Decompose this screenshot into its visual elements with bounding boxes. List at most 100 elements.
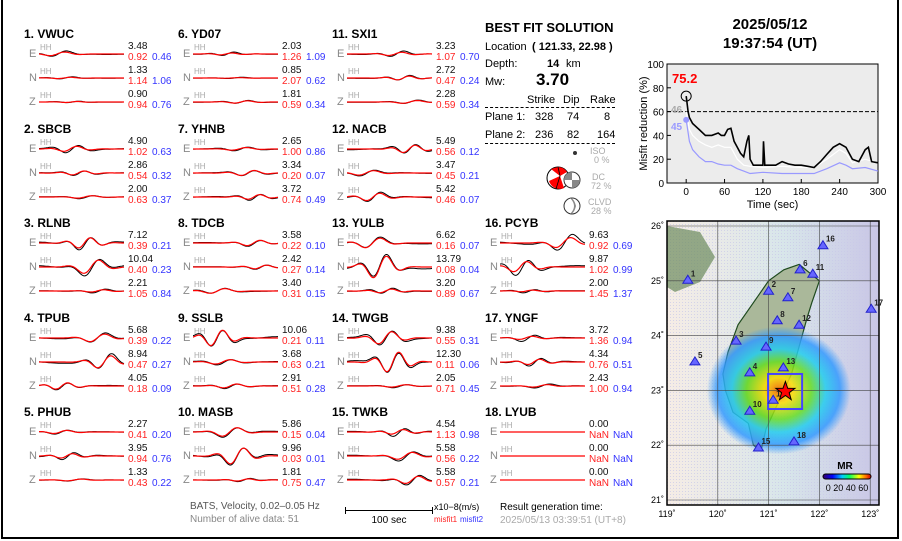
- max-amplitude: 1.81: [282, 467, 302, 478]
- max-amplitude: 6.62: [436, 230, 456, 241]
- misfit2-value: 0.98: [460, 430, 480, 441]
- series-line: [685, 111, 879, 169]
- component-label: N: [29, 261, 37, 273]
- max-amplitude: 3.40: [282, 278, 302, 289]
- channel-tag: HH: [194, 232, 206, 241]
- station-title: 7. YHNB: [178, 121, 226, 136]
- table-divider: [485, 107, 615, 108]
- station-number: 18: [797, 431, 806, 440]
- waveform-trace: [347, 474, 433, 486]
- station-title: 5. PHUB: [24, 405, 72, 419]
- y-tick-label: 80: [653, 84, 665, 95]
- waveform-trace: [347, 169, 433, 176]
- misfit2-value: NaN: [613, 478, 634, 489]
- lat-tick-label: 25˚: [651, 276, 664, 286]
- misfit1-value: 0.27: [282, 265, 302, 276]
- x-tick-label: 0: [683, 187, 689, 198]
- lon-tick-label: 122˚: [810, 509, 828, 519]
- channel-tag: HH: [40, 67, 52, 76]
- misfit2-value: 0.94: [613, 383, 633, 395]
- max-amplitude: 2.42: [282, 254, 302, 265]
- synthetic-waveform: [193, 169, 278, 176]
- max-amplitude: 3.58: [282, 230, 302, 241]
- misfit1-value: 0.55: [436, 335, 456, 347]
- channel-tag: HH: [348, 185, 360, 195]
- misfit2-value: 0.12: [460, 146, 480, 158]
- colorbar-title: MR: [837, 461, 853, 472]
- synthetic-waveform: [193, 478, 278, 482]
- time-scale-bar: [345, 510, 433, 511]
- misfit1-value: 0.16: [436, 241, 456, 252]
- channel-tag: HH: [348, 326, 360, 336]
- misfit1-value: 0.39: [128, 335, 148, 347]
- channel-tag: HH: [194, 280, 206, 289]
- waveform-trace: [193, 264, 278, 270]
- x-axis-label: Time (sec): [747, 199, 799, 211]
- misfit2-value: 0.24: [460, 76, 480, 87]
- station-title: 17. YNGF: [485, 310, 539, 325]
- component-label: N: [337, 450, 345, 462]
- header-strike: Strike: [527, 94, 556, 106]
- misfit2-value: 0.20: [152, 430, 172, 441]
- synthetic-waveform: [193, 193, 279, 200]
- misfit1-value: 0.94: [128, 100, 148, 111]
- waveform-trace: [193, 76, 278, 79]
- station-number: 16: [826, 235, 835, 244]
- plane1-rake: 8: [604, 111, 611, 123]
- plane2-rake: 164: [597, 129, 616, 141]
- event-time: 19:37:54 (UT): [722, 35, 818, 52]
- component-label: E: [490, 237, 498, 249]
- misfit2-value: 0.70: [460, 52, 480, 63]
- waveform-trace: [193, 51, 278, 57]
- misfit2-value: 0.76: [152, 454, 172, 465]
- synthetic-waveform: [39, 354, 125, 368]
- waveform-trace: [193, 239, 279, 247]
- header-rake: Rake: [590, 94, 616, 106]
- synthetic-waveform: [39, 259, 125, 274]
- synthetic-waveform: [347, 351, 432, 372]
- station-number: 15: [761, 437, 770, 446]
- misfit1-value: 1.36: [589, 335, 609, 347]
- misfit1-value: 0.43: [128, 478, 148, 489]
- waveform-trace: [500, 383, 585, 388]
- waveform-trace: [193, 447, 279, 466]
- station-title: 3. RLNB: [24, 216, 71, 230]
- waveform-trace: [347, 254, 433, 279]
- synthetic-waveform: [193, 358, 278, 365]
- misfit2-value: 0.47: [306, 478, 326, 489]
- waveform-trace: [347, 74, 432, 81]
- waveform-trace: [347, 351, 433, 373]
- max-amplitude: 3.20: [436, 278, 456, 289]
- misfit2-legend: misfit2: [460, 515, 484, 524]
- max-amplitude: 2.91: [282, 372, 302, 384]
- plane2-dip: 82: [567, 129, 580, 141]
- result-time-label: Result generation time:: [500, 502, 603, 513]
- misfit2-value: 0.94: [613, 335, 633, 347]
- lon-tick-label: 120˚: [709, 509, 727, 519]
- misfit2-value: 0.22: [152, 335, 172, 347]
- synthetic-waveform: [193, 382, 278, 388]
- synthetic-waveform: [347, 429, 432, 435]
- misfit1-value: 0.51: [282, 383, 302, 395]
- dc-pct: 72 %: [591, 181, 612, 191]
- channel-tag: HH: [348, 67, 360, 76]
- component-label: N: [490, 450, 498, 462]
- max-amplitude: 0.00: [589, 467, 609, 478]
- synthetic-waveform: [347, 255, 432, 279]
- amplitude-unit: x10−8(m/s): [434, 502, 480, 512]
- header-dip: Dip: [563, 94, 580, 106]
- station-title: 1. VWUC: [24, 27, 75, 41]
- misfit1-value: 0.54: [128, 170, 148, 182]
- max-amplitude: 1.33: [128, 467, 148, 478]
- max-amplitude: 0.00: [589, 419, 609, 430]
- misfit1-value: 0.03: [282, 454, 302, 465]
- channel-tag: HH: [348, 91, 360, 100]
- synthetic-waveform: [193, 427, 278, 437]
- lon-tick-label: 121˚: [760, 509, 778, 519]
- component-label: E: [337, 426, 345, 438]
- misfit2-value: 0.11: [306, 335, 325, 347]
- misfit1-value: 0.57: [436, 478, 456, 489]
- misfit1-value: 0.08: [436, 265, 456, 276]
- misfit1-value: 0.63: [282, 359, 302, 371]
- iso-pct: 0 %: [594, 155, 610, 165]
